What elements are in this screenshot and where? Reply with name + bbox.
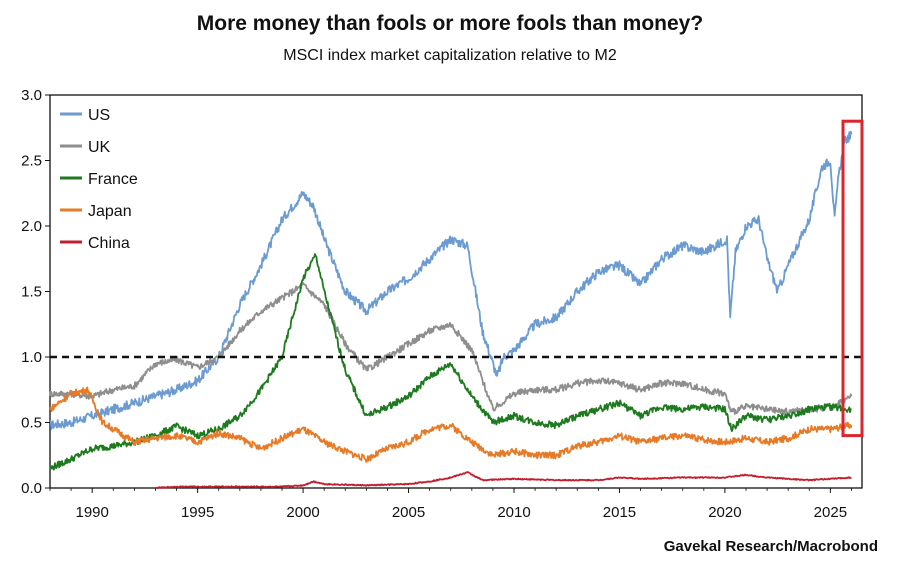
axes: 0.0 0.5 1.0 1.5 2.0 2.5 3.0 1990 1995 2000 2005 201… <box>21 87 852 521</box>
x-tick-label: 2005 <box>392 504 425 521</box>
x-tick-label: 2015 <box>603 504 636 521</box>
chart-subtitle: MSCI index market capitalization relativ… <box>283 47 617 64</box>
x-tick-label: 2000 <box>286 504 319 521</box>
y-tick-label: 2.0 <box>21 218 42 235</box>
legend-label-japan: Japan <box>88 203 132 220</box>
highlight-layer <box>841 119 864 438</box>
y-tick-label: 0.0 <box>21 480 42 497</box>
highlight-box <box>841 119 864 438</box>
series-line-france <box>49 253 852 471</box>
legend-label-china: China <box>88 235 130 252</box>
x-tick-label: 2010 <box>497 504 530 521</box>
x-tick-label: 2020 <box>708 504 741 521</box>
y-tick-label: 1.5 <box>21 284 42 301</box>
series-line-us <box>49 130 853 430</box>
x-tick-label: 2025 <box>814 504 847 521</box>
series-layer <box>49 130 853 489</box>
series-line-japan <box>49 386 853 463</box>
y-tick-label: 2.5 <box>21 153 42 170</box>
legend-label-uk: UK <box>88 139 111 156</box>
series-line-uk <box>49 282 853 416</box>
chart-title: More money than fools or more fools than… <box>196 12 704 35</box>
legend-label-france: France <box>88 171 138 188</box>
series-line-china <box>155 471 852 489</box>
legend: US UK France Japan China <box>55 100 175 258</box>
legend-label-us: US <box>88 107 110 124</box>
y-tick-label: 0.5 <box>21 415 42 432</box>
x-tick-label: 1995 <box>181 504 214 521</box>
source-credit: Gavekal Research/Macrobond <box>663 538 878 555</box>
y-tick-label: 3.0 <box>21 87 42 104</box>
y-tick-label: 1.0 <box>21 349 42 366</box>
x-tick-label: 1990 <box>75 504 108 521</box>
